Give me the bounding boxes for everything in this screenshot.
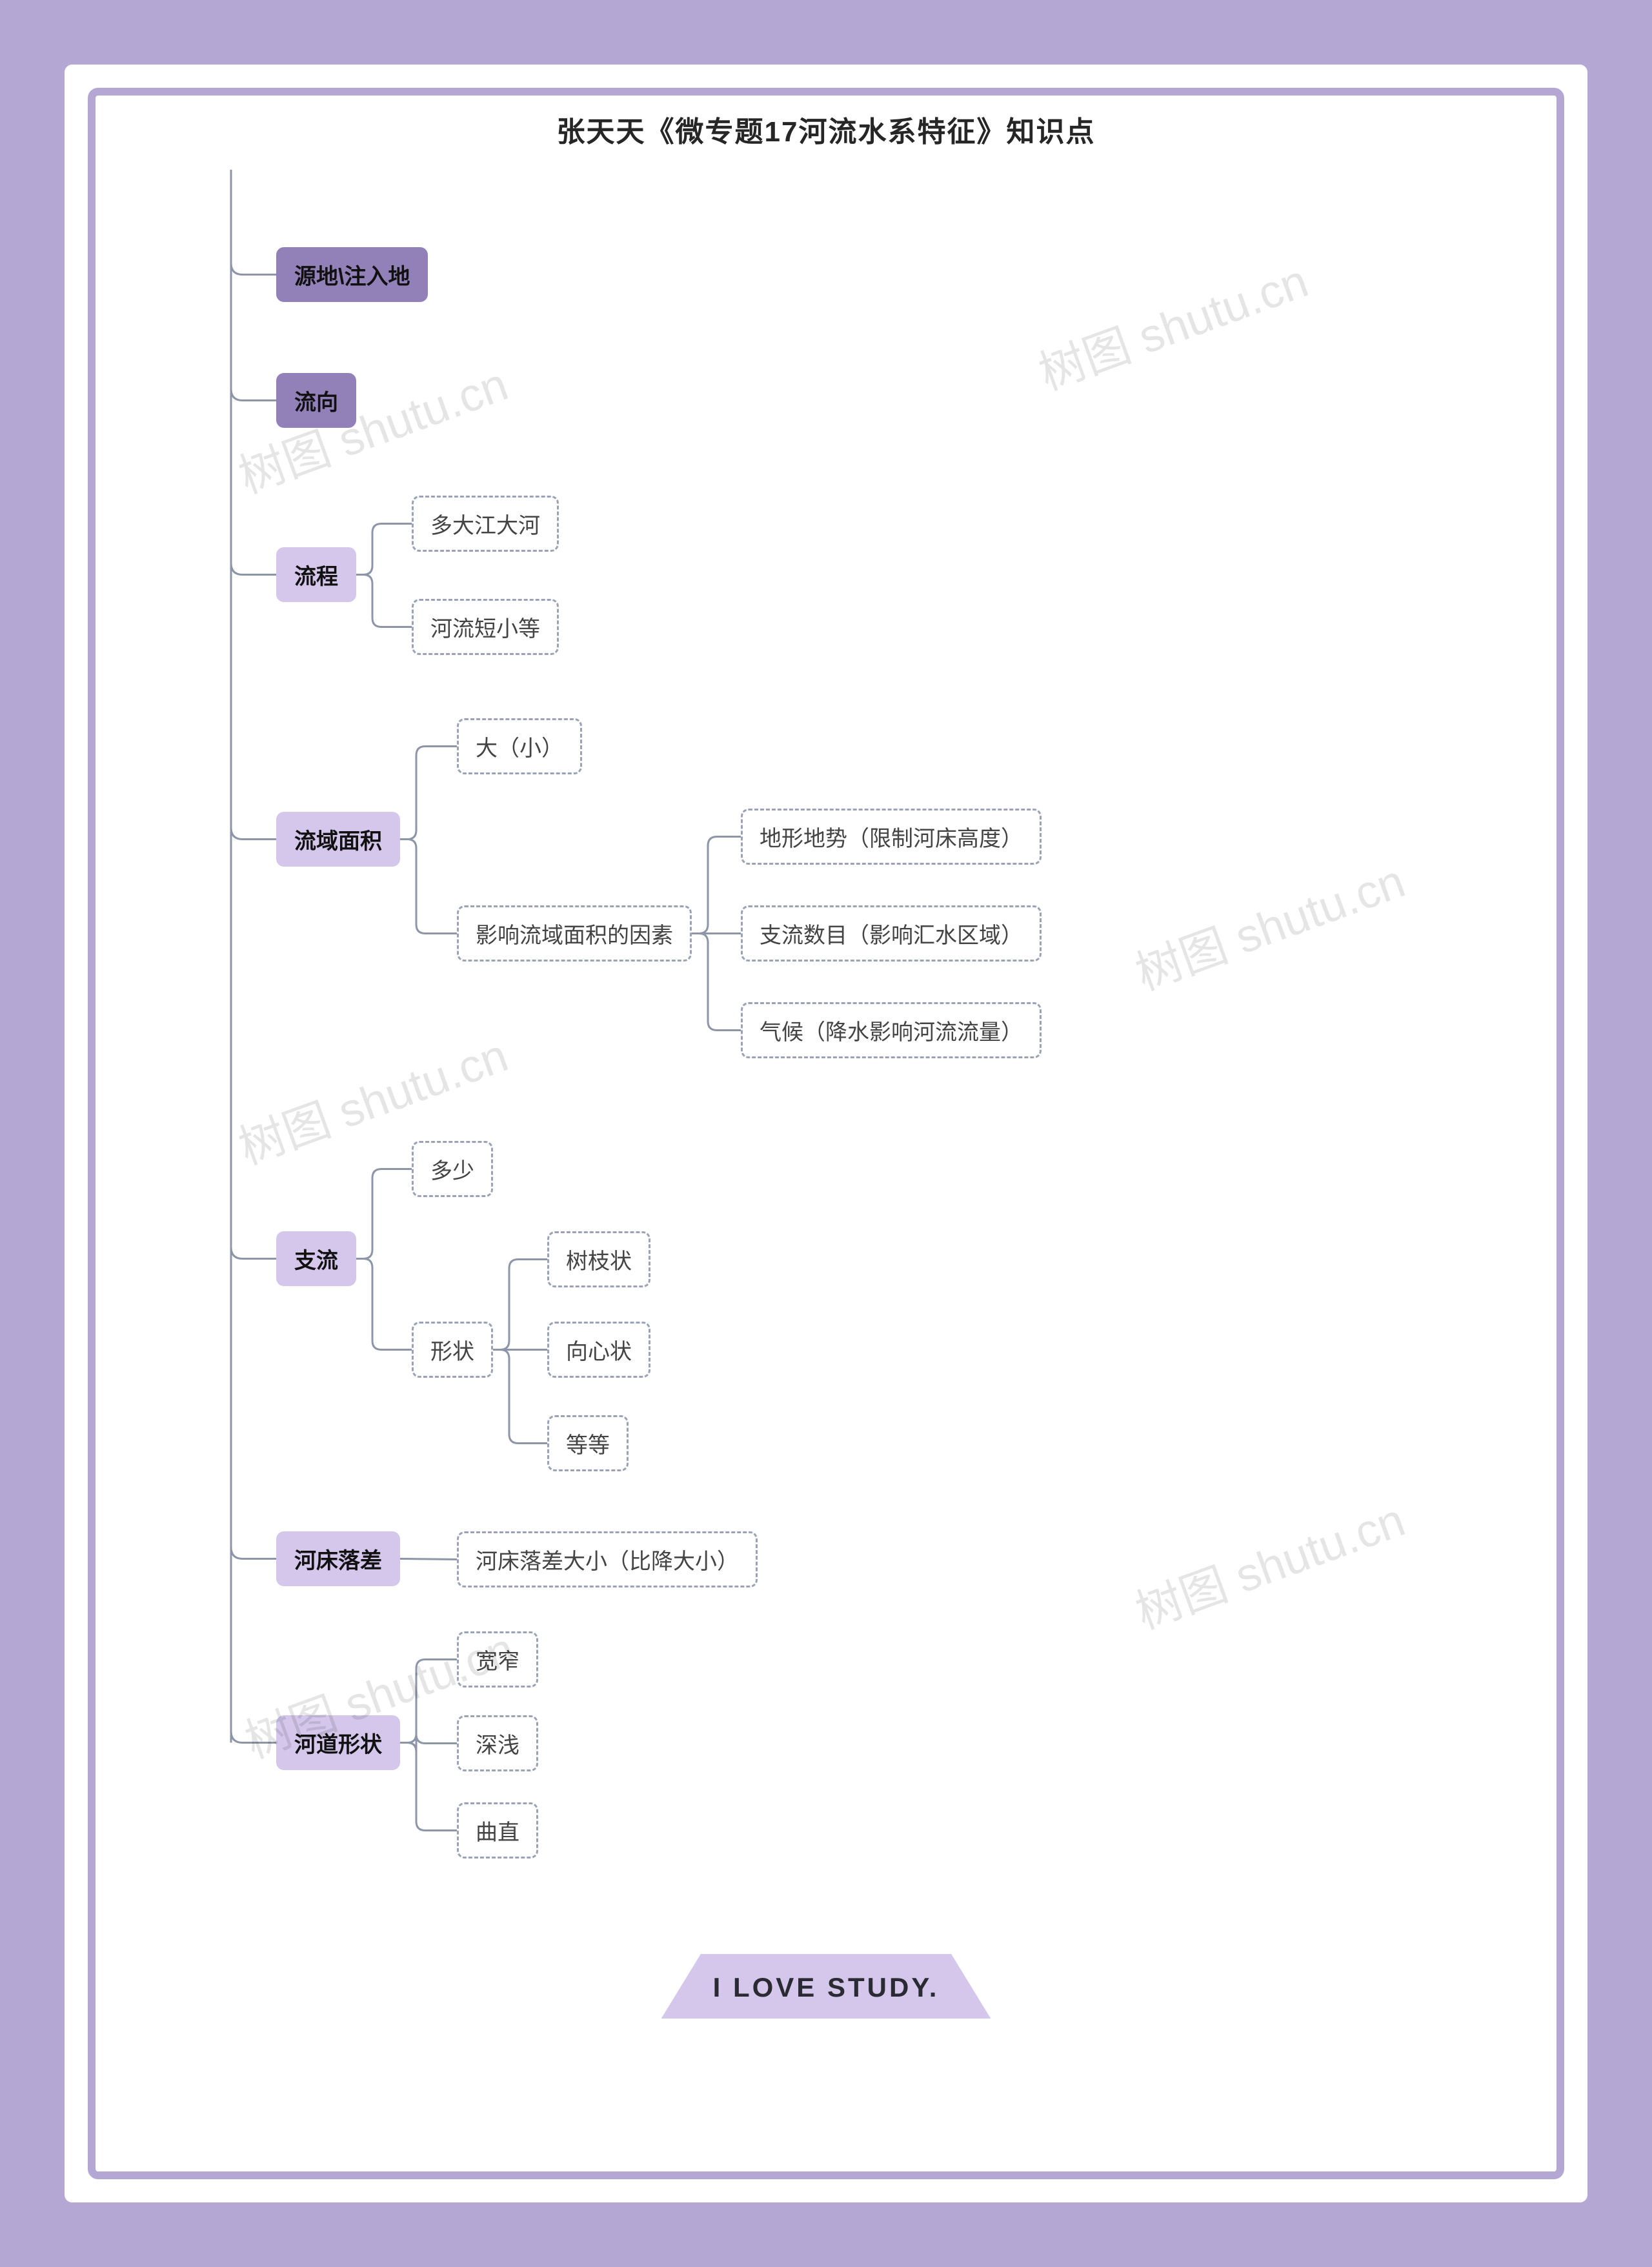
mindmap-node: 深浅 <box>457 1715 538 1771</box>
mindmap-node: 多大江大河 <box>412 496 559 552</box>
mindmap-node: 河床落差 <box>276 1531 400 1586</box>
mindmap-node: 曲直 <box>457 1802 538 1859</box>
mindmap-node: 流程 <box>276 547 356 602</box>
page: 张天天《微专题17河流水系特征》知识点 源地\注入地流向流程 多大江大河河流短小等… <box>65 65 1587 2202</box>
mindmap-node: 河道形状 <box>276 1715 400 1770</box>
mindmap-node: 河床落差大小（比降大小） <box>457 1531 758 1587</box>
mindmap-node: 气候（降水影响河流流量） <box>741 1002 1042 1058</box>
mindmap-node: 流域面积 <box>276 812 400 867</box>
mindmap-node: 支流 <box>276 1231 356 1286</box>
mindmap-node: 源地\注入地 <box>276 247 428 302</box>
mindmap-node: 河流短小等 <box>412 599 559 655</box>
watermark: 树图 shutu.cn <box>1125 1482 1413 1642</box>
mindmap-node: 大（小） <box>457 718 582 774</box>
watermark: 树图 shutu.cn <box>1028 243 1316 403</box>
footer-tag: I LOVE STUDY. <box>661 1954 991 2019</box>
mindmap-node: 树枝状 <box>547 1231 650 1287</box>
mindmap-node: 流向 <box>276 373 356 428</box>
footer-text: I LOVE STUDY. <box>713 1972 940 2002</box>
mindmap-node: 向心状 <box>547 1322 650 1378</box>
mindmap-node: 影响流域面积的因素 <box>457 905 692 962</box>
mindmap-node: 多少 <box>412 1141 493 1197</box>
mindmap-node: 地形地势（限制河床高度） <box>741 809 1042 865</box>
mindmap-node: 支流数目（影响汇水区域） <box>741 905 1042 962</box>
watermark: 树图 shutu.cn <box>228 347 516 507</box>
diagram-title: 张天天《微专题17河流水系特征》知识点 <box>96 108 1556 150</box>
watermark: 树图 shutu.cn <box>1125 843 1413 1003</box>
mindmap-node: 形状 <box>412 1322 493 1378</box>
inner-frame: 张天天《微专题17河流水系特征》知识点 源地\注入地流向流程 多大江大河河流短小等… <box>88 88 1564 2179</box>
mindmap-node: 等等 <box>547 1415 629 1471</box>
mindmap-node: 宽窄 <box>457 1631 538 1688</box>
